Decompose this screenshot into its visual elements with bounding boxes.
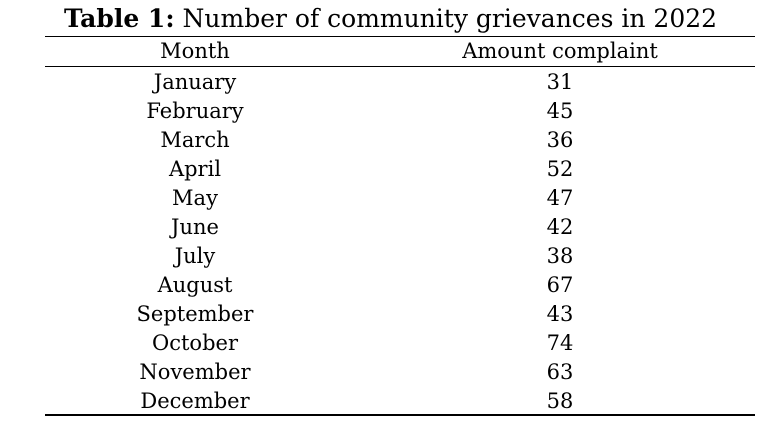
month-cell: July: [174, 244, 216, 268]
amount-cell: 67: [546, 273, 574, 297]
amount-cell: 74: [546, 331, 574, 355]
table-row: December 58: [45, 387, 755, 416]
table-top-rule: [45, 36, 755, 37]
caption-text: Number of community grievances in 2022: [182, 4, 718, 33]
amount-cell: 42: [546, 215, 574, 239]
table-header-rule: [45, 66, 755, 67]
month-cell: May: [172, 186, 218, 210]
header-amount-complaint: Amount complaint: [462, 39, 658, 63]
table-row: January 31: [45, 68, 755, 97]
amount-cell: 63: [546, 360, 574, 384]
table-caption: Table 1: Number of community grievances …: [0, 3, 781, 35]
amount-cell: 45: [546, 99, 574, 123]
amount-cell: 43: [546, 302, 574, 326]
amount-cell: 47: [546, 186, 574, 210]
table-header-row: Month Amount complaint: [45, 37, 755, 66]
amount-cell: 52: [546, 157, 574, 181]
table-row: November 63: [45, 358, 755, 387]
table-row: June 42: [45, 213, 755, 242]
month-cell: November: [139, 360, 251, 384]
month-cell: August: [157, 273, 233, 297]
table-body: January 31 February 45 March 36 April 52…: [45, 68, 755, 416]
table-bottom-rule: [45, 414, 755, 416]
table-row: February 45: [45, 97, 755, 126]
table-row: October 74: [45, 329, 755, 358]
table-row: May 47: [45, 184, 755, 213]
amount-cell: 38: [546, 244, 574, 268]
month-cell: March: [160, 128, 230, 152]
table-row: September 43: [45, 300, 755, 329]
month-cell: January: [153, 70, 237, 94]
amount-cell: 58: [546, 389, 574, 413]
month-cell: June: [171, 215, 219, 239]
month-cell: December: [140, 389, 250, 413]
amount-cell: 31: [546, 70, 574, 94]
month-cell: April: [168, 157, 222, 181]
month-cell: October: [152, 331, 238, 355]
month-cell: September: [136, 302, 254, 326]
month-cell: February: [146, 99, 244, 123]
table-row: March 36: [45, 126, 755, 155]
table-row: April 52: [45, 155, 755, 184]
table-row: July 38: [45, 242, 755, 271]
amount-cell: 36: [546, 128, 574, 152]
table-row: August 67: [45, 271, 755, 300]
caption-label: Table 1:: [63, 4, 175, 33]
header-month: Month: [160, 39, 230, 63]
